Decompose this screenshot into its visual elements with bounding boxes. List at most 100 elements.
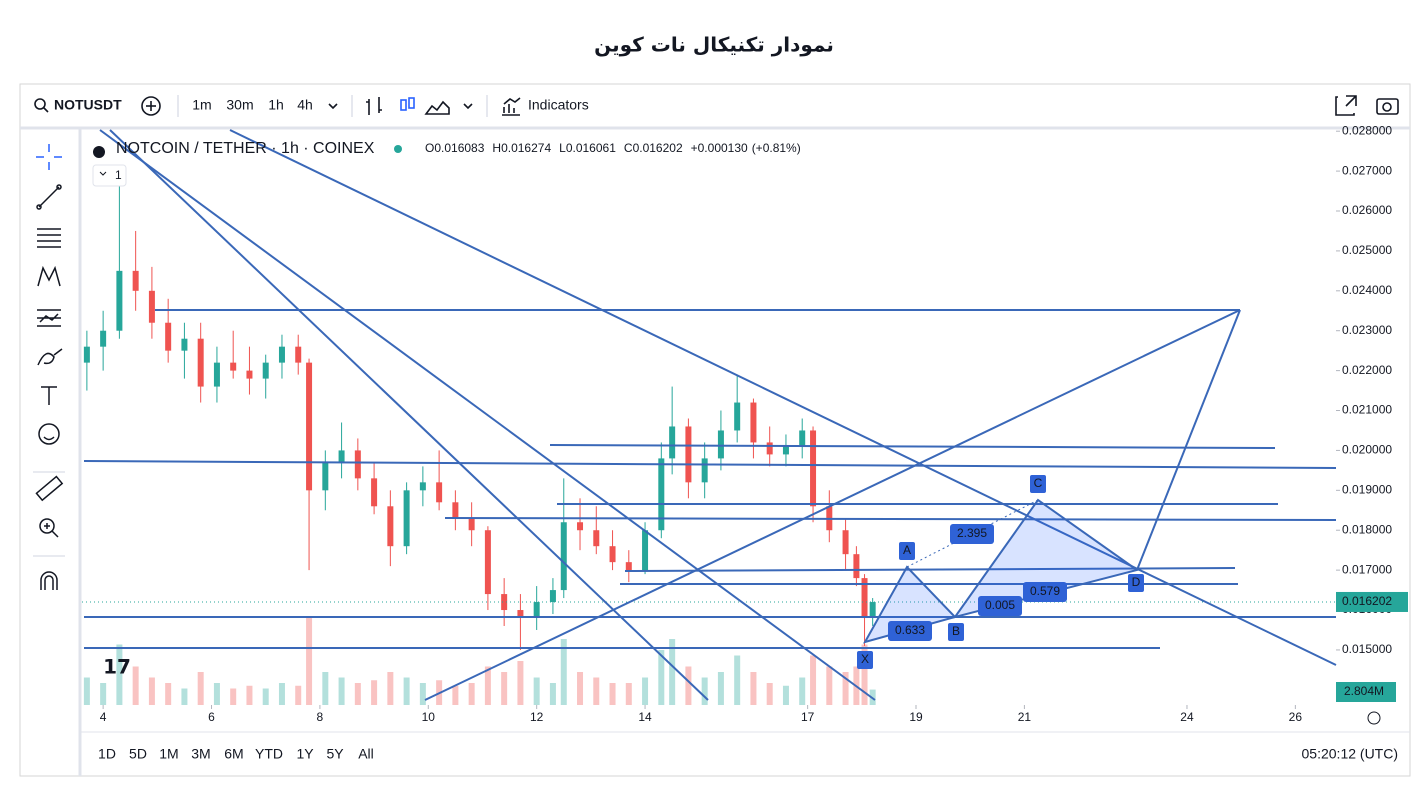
range-button[interactable]: 5Y <box>326 746 344 762</box>
x-tick-label: 14 <box>638 710 652 724</box>
volume-bar <box>419 683 426 705</box>
trendline-tool[interactable] <box>38 186 60 208</box>
text-tool[interactable] <box>41 386 57 405</box>
legend-value: 0.016061 <box>566 141 616 155</box>
pattern-point-box <box>857 651 873 669</box>
volume-bar <box>148 677 155 705</box>
range-button[interactable]: 3M <box>191 746 210 762</box>
pattern-point-box <box>948 623 964 641</box>
volume-bar <box>593 677 600 705</box>
emoji-tool[interactable] <box>38 423 60 445</box>
x-tick-label: 24 <box>1180 710 1194 724</box>
interval-button[interactable]: 4h <box>297 97 313 113</box>
volume-bar <box>560 639 567 705</box>
interval-button[interactable]: 1h <box>268 97 284 113</box>
range-button[interactable]: 1M <box>159 746 178 762</box>
ratio-label: 2.395 <box>957 526 987 540</box>
volume-bar <box>799 677 806 705</box>
candle-body <box>197 338 204 387</box>
candle-body <box>148 290 155 323</box>
range-button[interactable]: 1D <box>98 746 116 762</box>
legend-value: 0.016202 <box>633 141 683 155</box>
candle-body <box>799 430 806 447</box>
y-tick-label: 0.026000 <box>1342 203 1392 217</box>
bar-style[interactable] <box>366 97 382 115</box>
ratio-label: 0.579 <box>1030 584 1060 598</box>
candle-body <box>669 426 676 459</box>
volume-bar <box>278 683 285 705</box>
candle-body <box>734 402 741 431</box>
magnet-tool[interactable] <box>40 571 58 590</box>
drawings <box>83 129 1337 701</box>
page-title: نمودار تکنیکال نات کوین <box>594 33 834 57</box>
candle-body <box>484 530 491 595</box>
search-icon[interactable] <box>34 98 46 110</box>
interval-button[interactable]: 1m <box>192 97 211 113</box>
volume-bar <box>810 655 817 705</box>
crosshair-tool[interactable] <box>36 144 62 170</box>
legend-key: L <box>559 141 566 155</box>
ratio-box <box>978 596 1022 616</box>
y-tick-label: 0.025000 <box>1342 243 1392 257</box>
range-button[interactable]: All <box>358 746 374 762</box>
settings-icon[interactable] <box>1367 711 1381 725</box>
candle-body <box>658 458 665 531</box>
ruler-tool[interactable] <box>35 475 64 502</box>
range-button[interactable]: 5D <box>129 746 147 762</box>
screenshot-icon[interactable] <box>1376 98 1399 115</box>
candle-body <box>262 362 269 379</box>
plot: 0.0150000.0160000.0170000.0180000.019000… <box>82 123 1408 724</box>
brush-tool[interactable] <box>37 348 63 366</box>
volume-bar <box>181 688 188 705</box>
range-button[interactable]: 6M <box>224 746 243 762</box>
indicators-icon[interactable] <box>502 97 521 116</box>
volume-bar <box>734 655 741 705</box>
add-symbol[interactable] <box>141 96 161 116</box>
ratio-box <box>950 524 994 544</box>
y-tick-label: 0.023000 <box>1342 323 1392 337</box>
candle-body <box>810 430 817 507</box>
candle-body <box>593 530 600 547</box>
prediction-tool[interactable] <box>37 309 61 327</box>
volume-bar <box>246 685 253 705</box>
candle-body <box>750 402 757 443</box>
x-tick-label: 12 <box>530 710 544 724</box>
widget-frame <box>19 83 1411 777</box>
candle-body <box>295 346 302 363</box>
indicators-button[interactable]: Indicators <box>528 97 589 113</box>
y-tick-label: 0.022000 <box>1342 363 1392 377</box>
candle-body <box>452 502 459 519</box>
candle-body <box>853 554 860 579</box>
volume-bar <box>197 672 204 705</box>
legend-key: O <box>425 141 434 155</box>
volume-bar <box>826 666 833 705</box>
zoom-tool[interactable] <box>39 518 55 534</box>
interval-dropdown[interactable] <box>328 103 338 110</box>
pane-collapse[interactable] <box>92 164 127 187</box>
area-style[interactable] <box>424 100 450 115</box>
last-price-tag <box>1336 591 1408 612</box>
candle-style[interactable] <box>400 99 407 111</box>
interval-button[interactable]: 30m <box>226 97 253 113</box>
pane-badge: 1 <box>115 168 122 182</box>
candle-body <box>100 330 107 347</box>
y-tick-label: 0.020000 <box>1342 443 1392 457</box>
legend-value: 0.016274 <box>501 141 551 155</box>
candle-body <box>116 270 123 331</box>
symbol[interactable]: NOTUSDT <box>54 97 122 113</box>
y-tick-label: 0.027000 <box>1342 163 1392 177</box>
x-tick-label: 19 <box>909 710 923 724</box>
pattern-point-box <box>1030 475 1046 493</box>
range-button[interactable]: 1Y <box>296 746 314 762</box>
style-dropdown[interactable] <box>463 103 473 110</box>
fib-tool[interactable] <box>37 228 61 248</box>
volume-bar <box>83 677 90 705</box>
candle-body <box>701 458 708 483</box>
volume-bar <box>625 683 632 705</box>
pattern-tool[interactable] <box>37 265 61 287</box>
range-button[interactable]: YTD <box>255 746 283 762</box>
candle-body <box>83 346 90 363</box>
x-tick-label: 21 <box>1018 710 1032 724</box>
fullscreen-icon[interactable] <box>1335 95 1357 116</box>
candle-body <box>165 322 172 351</box>
